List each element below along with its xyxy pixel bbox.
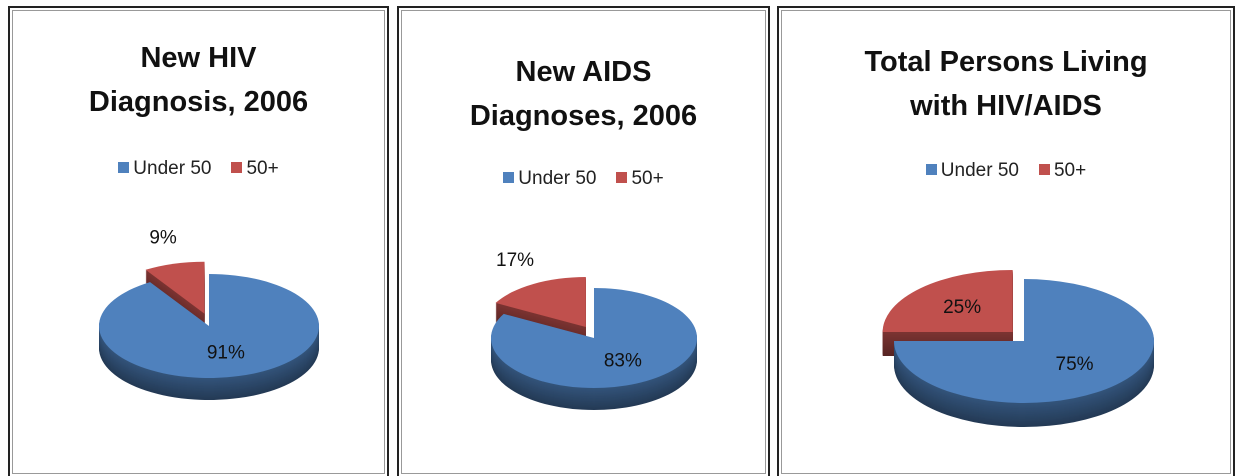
chart-panel: 17% 83% New AIDS Diagnoses, 2006 Under 50 50… bbox=[397, 6, 770, 476]
legend-item: Under 50 bbox=[118, 158, 211, 180]
data-label: 17% bbox=[496, 250, 534, 271]
pie-slice bbox=[98, 274, 319, 378]
legend-item: 50+ bbox=[231, 158, 279, 180]
pie-plot: 25% 75% bbox=[882, 269, 1154, 427]
data-label: 25% bbox=[943, 297, 981, 318]
chart-title: New HIV Diagnosis, 2006 bbox=[88, 42, 309, 118]
pie-plot: 9% 91% bbox=[98, 227, 319, 401]
page: 9% 91% New HIV Diagnosis, 2006 Under 50 50+ 1… bbox=[8, 6, 1235, 476]
legend-label: 50+ bbox=[1053, 160, 1087, 181]
pie-slice bbox=[495, 276, 586, 327]
legend-swatch bbox=[1038, 164, 1050, 175]
chart-title: Total Persons Living with HIV/AIDS bbox=[864, 46, 1148, 122]
data-label: 83% bbox=[604, 351, 642, 372]
legend: Under 50 50+ bbox=[399, 168, 768, 190]
legend-swatch bbox=[925, 164, 937, 175]
legend-item: 50+ bbox=[1038, 160, 1087, 182]
legend-label: 50+ bbox=[631, 168, 664, 189]
legend-item: Under 50 bbox=[925, 160, 1019, 182]
chart-title: New AIDS Diagnoses, 2006 bbox=[469, 56, 698, 132]
legend-label: Under 50 bbox=[133, 158, 212, 179]
legend: Under 50 50+ bbox=[779, 160, 1233, 182]
legend: Under 50 50+ bbox=[10, 158, 387, 180]
pie-slice bbox=[145, 261, 205, 314]
chart-panel: 25% 75% Total Persons Living with HIV/AIDS… bbox=[777, 6, 1235, 476]
legend-item: 50+ bbox=[616, 168, 664, 190]
legend-label: 50+ bbox=[246, 158, 279, 179]
pie-plot: 17% 83% bbox=[491, 250, 697, 410]
data-label: 9% bbox=[149, 227, 177, 248]
legend-swatch bbox=[503, 172, 515, 183]
legend-swatch bbox=[118, 162, 130, 173]
legend-swatch bbox=[616, 172, 628, 183]
legend-label: Under 50 bbox=[940, 160, 1019, 181]
legend-swatch bbox=[231, 162, 243, 173]
data-label: 75% bbox=[1056, 354, 1094, 375]
pie-slice bbox=[882, 269, 1013, 332]
chart-panel: 9% 91% New HIV Diagnosis, 2006 Under 50 50+ bbox=[8, 6, 389, 476]
legend-label: Under 50 bbox=[518, 168, 597, 189]
pie-slice bbox=[491, 288, 697, 388]
data-label: 91% bbox=[207, 342, 245, 363]
pie-slice bbox=[894, 279, 1154, 403]
legend-item: Under 50 bbox=[503, 168, 596, 190]
